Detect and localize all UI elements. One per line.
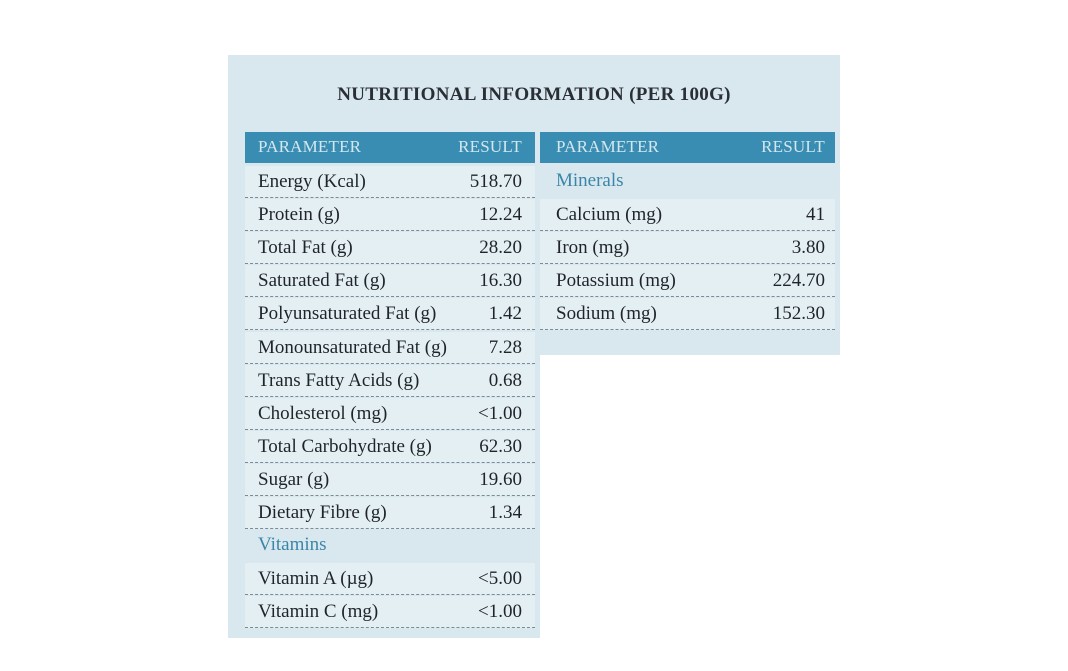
row <box>245 265 535 298</box>
section-label: Vitamins <box>258 534 327 556</box>
title: NUTRITIONAL INFORMATION (PER 100G) <box>337 84 731 105</box>
result: 0.68 <box>488 369 522 391</box>
parameter: Polyunsaturated Fat (g) <box>258 303 437 325</box>
parameter: Protein (g) <box>258 204 340 226</box>
parameter: Iron (mg) <box>556 237 630 259</box>
row <box>540 199 835 232</box>
header-bar <box>245 132 535 163</box>
parameter: Trans Fatty Acids (g) <box>258 369 420 391</box>
parameter: Total Carbohydrate (g) <box>258 435 432 457</box>
parameter: Vitamin C (mg) <box>258 601 379 623</box>
parameter: Vitamin A (µg) <box>258 568 374 590</box>
row <box>245 430 535 463</box>
parameter: Total Fat (g) <box>258 237 353 259</box>
parameter: Calcium (mg) <box>556 204 663 226</box>
header-bar <box>540 132 835 163</box>
result: 16.30 <box>479 270 522 292</box>
row <box>245 463 535 496</box>
row <box>245 497 535 530</box>
parameter: Monounsaturated Fat (g) <box>258 336 447 358</box>
parameter: Sugar (g) <box>258 468 330 490</box>
row <box>245 232 535 265</box>
result: 224.70 <box>772 270 825 292</box>
parameter: Sodium (mg) <box>556 303 657 325</box>
result: <1.00 <box>478 402 522 424</box>
row <box>245 364 535 397</box>
parameter: Energy (Kcal) <box>258 171 366 192</box>
row <box>540 265 835 298</box>
row <box>540 232 835 265</box>
result: <1.00 <box>478 601 522 623</box>
parameter: Cholesterol (mg) <box>258 402 388 424</box>
header: PARAMETER <box>556 137 660 156</box>
row <box>540 298 835 331</box>
result: 41 <box>806 204 825 226</box>
row <box>245 397 535 430</box>
section-label: Minerals <box>556 170 624 191</box>
result: 518.70 <box>469 171 522 192</box>
result: 12.24 <box>479 204 522 226</box>
result: 1.34 <box>488 502 522 523</box>
result: 62.30 <box>479 435 522 457</box>
parameter: Saturated Fat (g) <box>258 270 386 292</box>
row <box>245 298 535 331</box>
row <box>245 331 535 364</box>
parameter: Potassium (mg) <box>556 270 676 292</box>
row <box>245 199 535 232</box>
row <box>245 596 535 629</box>
row <box>245 166 535 199</box>
result: <5.00 <box>478 568 522 590</box>
parameter: Dietary Fibre (g) <box>258 502 387 523</box>
header: RESULT <box>761 137 825 156</box>
result: 28.20 <box>479 237 522 259</box>
result: 7.28 <box>488 336 522 358</box>
row <box>245 563 535 596</box>
result: 1.42 <box>488 303 522 325</box>
header: PARAMETER <box>258 137 362 156</box>
result: 3.80 <box>791 237 825 259</box>
result: 152.30 <box>772 303 825 325</box>
header: RESULT <box>458 137 522 156</box>
result: 19.60 <box>479 468 522 490</box>
